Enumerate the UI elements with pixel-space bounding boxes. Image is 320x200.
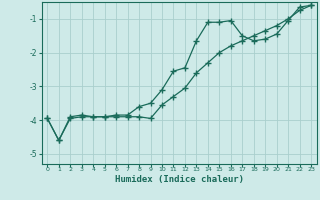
X-axis label: Humidex (Indice chaleur): Humidex (Indice chaleur) bbox=[115, 175, 244, 184]
